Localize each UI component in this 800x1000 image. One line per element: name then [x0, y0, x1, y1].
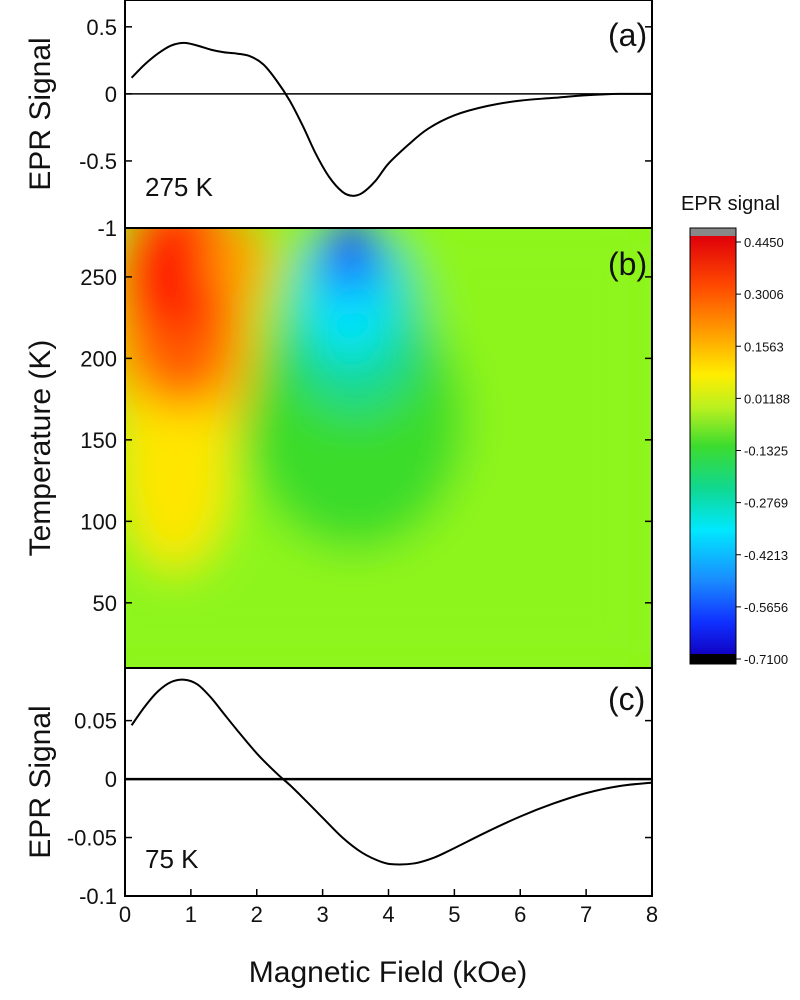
x-tick-label: 6	[514, 902, 526, 927]
colorbar-ticks: 0.4450 0.3006 0.1563 0.01188 -0.1325 -0.2769 -…	[736, 235, 790, 667]
colorbar-tick-label: -0.1325	[744, 444, 788, 459]
panel-a-y-axis-title: EPR Signal	[24, 37, 57, 190]
x-tick-label: 4	[382, 902, 394, 927]
panel-c-label: (c)	[608, 681, 645, 717]
colorbar-tick-label: -0.4213	[744, 548, 788, 563]
panel-b-y-tick-label: 200	[80, 346, 117, 371]
x-tick-label: 5	[448, 902, 460, 927]
colorbar-title: EPR signal	[681, 193, 780, 215]
panel-a-temperature-annotation: 275 K	[145, 172, 214, 202]
panel-c: 0.05 0 -0.05 -0.1 0 1 2 3 4 5 6 7 8 (c) 75 K EPR Si…	[24, 667, 658, 989]
colorbar-tick-label: -0.7100	[744, 652, 788, 667]
x-axis-ticks: 0 1 2 3 4 5 6 7 8	[119, 889, 658, 927]
colorbar-cap-top	[690, 228, 736, 238]
colorbar-tick-label: -0.2769	[744, 496, 788, 511]
colorbar-cap-bottom	[690, 654, 736, 664]
colorbar-tick-label: 0.01188	[744, 391, 790, 406]
panel-a-y-tick-label: -1	[97, 216, 117, 241]
panel-b-y-tick-label: 150	[80, 428, 117, 453]
panel-a-y-tick-label: 0	[105, 82, 117, 107]
x-tick-label: 3	[317, 902, 329, 927]
x-tick-label: 2	[251, 902, 263, 927]
colorbar: EPR signal 0.4450 0.3006 0.1563 0.01188 -0.1…	[681, 193, 790, 667]
panel-a: 0.5 0 -0.5 -1 (a) 275 K EPR Signal	[24, 0, 653, 241]
x-tick-label: 0	[119, 902, 131, 927]
x-tick-label: 1	[185, 902, 197, 927]
panel-a-y-tick-label: 0.5	[86, 15, 117, 40]
colorbar-tick-label: -0.5656	[744, 600, 788, 615]
panel-c-temperature-annotation: 75 K	[145, 844, 199, 874]
panel-b-y-ticks: 250 200 150 100 50	[80, 265, 652, 616]
panel-b-label: (b)	[608, 246, 647, 282]
panel-b-y-tick-label: 50	[93, 591, 117, 616]
panel-c-frame	[124, 667, 653, 897]
panel-a-label: (a)	[608, 17, 647, 53]
panel-a-series-line	[130, 41, 653, 197]
colorbar-tick-label: 0.1563	[744, 339, 784, 354]
x-tick-label: 8	[646, 902, 658, 927]
x-tick-label: 7	[580, 902, 592, 927]
panel-a-y-tick-label: -0.5	[79, 149, 117, 174]
panel-c-y-tick-label: 0.05	[74, 709, 117, 734]
colorbar-tick-label: 0.3006	[744, 287, 784, 302]
panel-b: 250 200 150 100 50 (b) Temperature (K)	[24, 227, 653, 669]
panel-b-y-tick-label: 250	[80, 265, 117, 290]
colorbar-frame	[689, 227, 737, 665]
panel-c-y-ticks: 0.05 0 -0.05 -0.1	[67, 709, 652, 909]
panel-b-y-tick-label: 100	[80, 509, 117, 534]
x-axis-title: Magnetic Field (kOe)	[249, 956, 527, 989]
colorbar-tick-label: 0.4450	[744, 235, 784, 250]
panel-c-y-tick-label: -0.1	[79, 884, 117, 909]
panel-a-y-ticks: 0.5 0 -0.5 -1	[79, 15, 652, 241]
panel-c-y-axis-title: EPR Signal	[24, 705, 57, 858]
colorbar-gradient	[690, 236, 736, 656]
panel-c-y-tick-label: -0.05	[67, 826, 117, 851]
panel-c-series-line	[130, 678, 653, 866]
panel-b-y-axis-title: Temperature (K)	[24, 340, 57, 557]
panel-c-y-tick-label: 0	[105, 767, 117, 792]
heatmap-field	[125, 228, 652, 668]
